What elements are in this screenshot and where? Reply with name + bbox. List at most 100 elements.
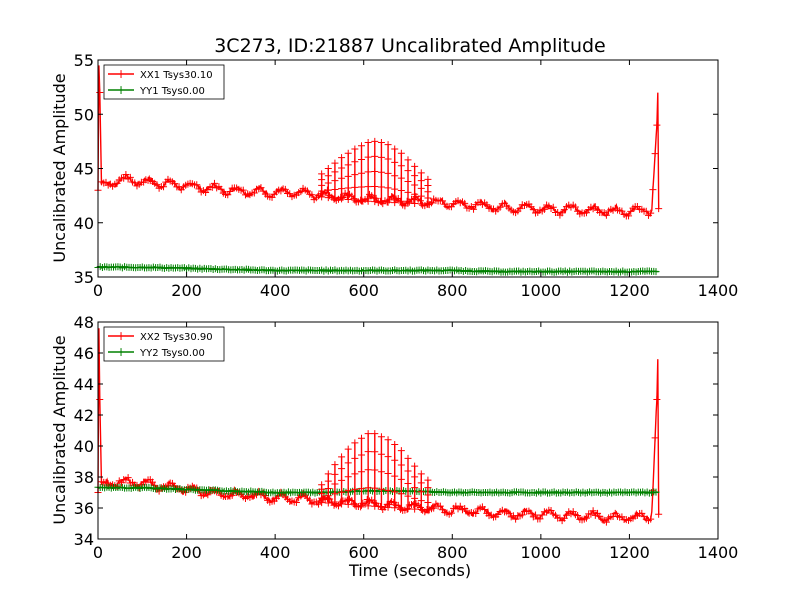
top-marker-xx1 [651, 150, 659, 158]
bottom-marker-xx2 [151, 481, 159, 489]
bottom-spike-marker [344, 500, 352, 508]
bottom-spike-marker [391, 472, 399, 480]
top-marker-xx1 [281, 185, 289, 193]
bottom-marker-xx2 [447, 509, 455, 517]
top-spike-marker [351, 158, 359, 166]
bottom-spike-marker [364, 430, 372, 438]
bottom-spike-marker [344, 473, 352, 481]
top-spike-marker [424, 200, 432, 208]
bottom-spike-marker [331, 470, 339, 478]
bottom-spike-marker [391, 504, 399, 512]
top-spike-marker [324, 194, 332, 202]
top-spike-marker [331, 194, 339, 202]
top-spike-marker [358, 197, 365, 205]
bottom-marker-xx2 [306, 496, 314, 504]
top-spike-marker [417, 177, 425, 185]
top-spike-marker [397, 186, 405, 194]
top-spike-marker [404, 156, 412, 164]
bottom-spike-marker [377, 503, 385, 511]
bottom-x-tick-label: 400 [260, 543, 291, 562]
bottom-spike-marker [397, 490, 405, 498]
top-x-tick-label: 0 [93, 281, 103, 300]
bottom-spike-marker [424, 484, 432, 492]
bottom-spike-marker [397, 461, 405, 469]
bottom-spike-marker [358, 485, 365, 493]
top-spike-marker [411, 200, 419, 208]
bottom-spike-marker [338, 488, 346, 496]
bottom-marker-xx2 [357, 503, 365, 511]
top-spike-marker [364, 183, 372, 191]
top-marker-xx1 [210, 179, 218, 187]
bottom-spike-marker [424, 476, 432, 484]
bottom-spike-marker [411, 462, 419, 470]
top-spike-marker [424, 194, 432, 202]
top-spike-marker [404, 199, 412, 207]
bottom-spike-marker [338, 500, 346, 508]
top-spike-marker [344, 196, 352, 204]
bottom-spike-marker [318, 481, 326, 489]
top-spike-marker [404, 167, 412, 175]
bottom-spike-marker [371, 484, 379, 492]
top-spike-marker [331, 185, 339, 193]
bottom-spike-marker [391, 440, 399, 448]
top-x-tick-label: 1000 [520, 281, 561, 300]
bottom-marker-xx2 [589, 507, 597, 515]
top-marker-xx1 [250, 189, 258, 197]
bottom-spike-marker [324, 484, 332, 492]
bottom-spike-marker [411, 505, 419, 513]
bottom-spike-marker [397, 504, 405, 512]
bottom-marker-xx2 [361, 500, 369, 508]
top-marker-xx1 [126, 173, 134, 181]
top-spike-marker [377, 183, 385, 191]
bottom-spike-marker [338, 476, 346, 484]
bottom-x-tick-label: 1400 [698, 543, 739, 562]
bottom-spike-marker [371, 466, 379, 474]
bottom-spike-marker [358, 451, 365, 459]
bottom-spike-marker [397, 447, 405, 455]
bottom-subplot: Uncalibrated Amplitude Time (seconds) 0 2… [50, 313, 738, 580]
top-spike-marker [411, 172, 419, 180]
top-spike-marker [324, 172, 332, 180]
bottom-spike-marker [384, 453, 392, 461]
top-spike-marker [417, 200, 425, 208]
bottom-spike-marker [404, 454, 412, 462]
top-marker-xx1 [625, 212, 633, 220]
top-y-axis-label: Uncalibrated Amplitude [50, 73, 69, 262]
bottom-marker-xx2 [228, 491, 236, 499]
top-legend: + XX1 Tsys30.10 + YY1 Tsys0.00 [103, 64, 225, 100]
top-spike-marker [371, 167, 379, 175]
bottom-legend-marker-yy2: + [116, 345, 126, 359]
bottom-spike-marker [404, 480, 412, 488]
bottom-spike-marker [324, 499, 332, 507]
bottom-spike-marker [344, 459, 352, 467]
bottom-spike-marker [404, 467, 412, 475]
top-spike-marker [411, 162, 419, 170]
top-spike-marker [331, 177, 339, 185]
bottom-legend-marker-xx2: + [116, 329, 126, 343]
top-marker-xx1 [122, 171, 130, 179]
top-marker-xx1 [483, 201, 491, 209]
bottom-marker-xx2 [563, 511, 571, 519]
bottom-spike-marker [338, 465, 346, 473]
bottom-spike-marker [377, 433, 385, 441]
top-spike-marker [364, 138, 372, 146]
bottom-spike-marker [397, 475, 405, 483]
bottom-spike-marker [417, 488, 425, 496]
top-marker-xx1 [96, 89, 104, 97]
bottom-marker-xx2 [512, 515, 520, 523]
top-spike-marker [358, 183, 365, 191]
bottom-marker-xx2 [536, 515, 544, 523]
bottom-spike-marker [377, 468, 385, 476]
top-spike-marker [377, 138, 385, 146]
bottom-x-tick-label: 600 [348, 543, 379, 562]
top-marker-xx1 [427, 199, 435, 207]
bottom-y-tick-label: 38 [74, 468, 94, 487]
top-spike-marker [338, 164, 346, 172]
bottom-spike-marker [384, 503, 392, 511]
top-marker-xx1 [470, 205, 478, 213]
top-marker-xx1 [153, 181, 161, 189]
bottom-marker-xx2 [505, 509, 513, 517]
bottom-spike-marker [344, 487, 352, 495]
top-marker-xx1 [461, 199, 469, 207]
